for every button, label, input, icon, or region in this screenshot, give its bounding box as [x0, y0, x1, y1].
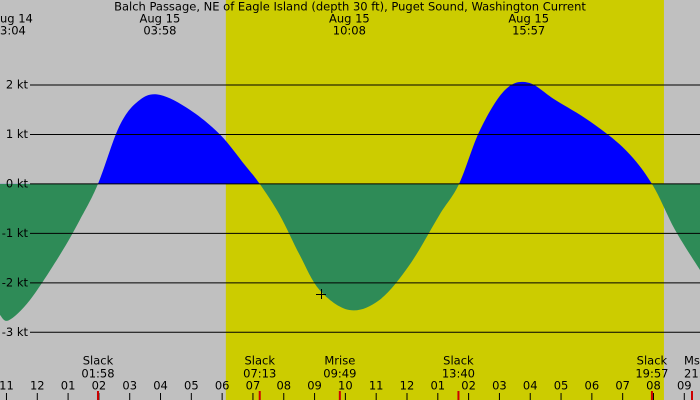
event-time: 19:57	[635, 367, 668, 381]
x-tick-label: 08	[646, 379, 661, 393]
peak-time: 3:04	[0, 24, 26, 38]
event-time: 07:13	[243, 367, 276, 381]
ebb-area	[0, 183, 700, 321]
peak-time: 15:57	[512, 24, 545, 38]
y-tick-label: -1 kt	[2, 226, 29, 240]
x-tick-label: 09	[677, 379, 692, 393]
peak-date: ug 14	[0, 12, 33, 26]
x-tick-label: 04	[153, 379, 168, 393]
event-name: Ms	[684, 354, 700, 368]
y-tick-label: 0 kt	[6, 176, 29, 190]
chart-title: Balch Passage, NE of Eagle Island (depth…	[114, 0, 586, 14]
peak-time: 10:08	[333, 24, 366, 38]
y-tick-label: 1 kt	[6, 127, 29, 141]
y-tick-label: -2 kt	[2, 275, 29, 289]
x-tick-label: 01	[430, 379, 445, 393]
x-tick-label: 10	[338, 379, 353, 393]
x-tick-label: 12	[400, 379, 415, 393]
x-tick-label: 02	[92, 379, 107, 393]
x-tick-label: 03	[122, 379, 137, 393]
x-tick-label: 11	[0, 379, 14, 393]
x-tick-label: 07	[246, 379, 261, 393]
x-tick-label: 06	[215, 379, 230, 393]
y-tick-label: 2 kt	[6, 78, 29, 92]
peak-date: Aug 15	[508, 12, 549, 26]
y-tick-label: -3 kt	[2, 325, 29, 339]
event-name: Slack	[244, 354, 275, 368]
event-time: 13:40	[442, 367, 475, 381]
peak-time: 03:58	[143, 24, 176, 38]
x-tick-label: 03	[492, 379, 507, 393]
x-tick-label: 01	[61, 379, 76, 393]
event-name: Slack	[637, 354, 668, 368]
x-tick-label: 05	[184, 379, 199, 393]
x-tick-label: 12	[30, 379, 45, 393]
peak-date: Aug 15	[329, 12, 370, 26]
x-tick-label: 07	[615, 379, 630, 393]
x-tick-label: 08	[276, 379, 291, 393]
x-tick-label: 02	[461, 379, 476, 393]
event-time: 09:49	[323, 367, 356, 381]
plot	[0, 81, 700, 400]
event-name: Mrise	[324, 354, 355, 368]
event-time: 21:	[684, 367, 700, 381]
x-tick-label: 05	[554, 379, 569, 393]
x-tick-label: 09	[307, 379, 322, 393]
x-tick-label: 04	[523, 379, 538, 393]
cursor	[316, 289, 326, 299]
x-tick-label: 06	[585, 379, 600, 393]
event-name: Slack	[443, 354, 474, 368]
peak-date: Aug 15	[140, 12, 181, 26]
event-time: 01:58	[81, 367, 114, 381]
flood-area	[97, 81, 652, 184]
x-tick-label: 11	[369, 379, 384, 393]
event-name: Slack	[83, 354, 114, 368]
